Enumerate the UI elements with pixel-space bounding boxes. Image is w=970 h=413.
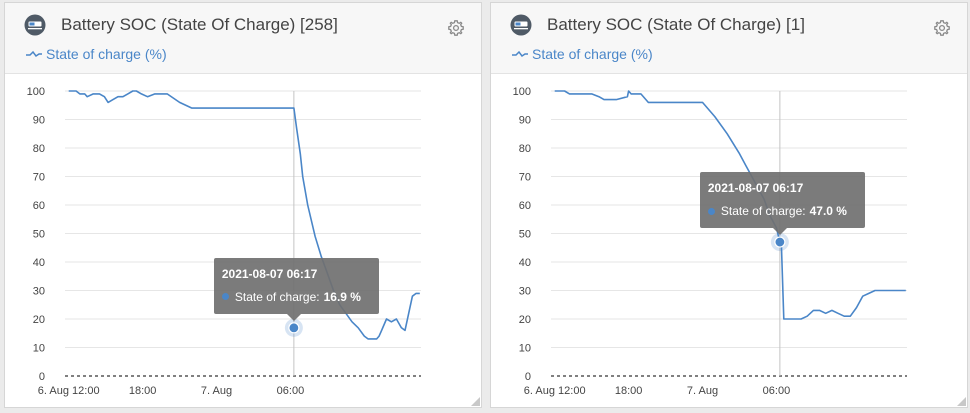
series-line (68, 90, 420, 340)
y-tick-label: 100 (27, 86, 45, 98)
legend-label: State of charge (%) (532, 46, 653, 62)
line-series-icon (26, 50, 42, 58)
y-tick-label: 40 (519, 257, 531, 269)
tooltip-series-label: State of charge: (234, 289, 320, 304)
x-tick-label: 6. Aug 12:00 (38, 385, 100, 397)
y-tick-label: 10 (33, 343, 45, 355)
series-dot-icon (221, 293, 229, 301)
widget-header: Battery SOC (State Of Charge) [1] State … (491, 3, 967, 74)
x-tick-label: 06:00 (277, 385, 305, 397)
widget-title: Battery SOC (State Of Charge) [258] (61, 15, 338, 34)
gear-icon[interactable] (933, 19, 951, 37)
y-tick-label: 40 (33, 257, 45, 269)
x-tick-label: 7. Aug (201, 385, 232, 397)
y-tick-label: 90 (33, 115, 45, 127)
widget-title: Battery SOC (State Of Charge) [1] (547, 15, 805, 34)
tooltip-pointer (772, 228, 787, 236)
gear-icon[interactable] (447, 19, 465, 37)
tooltip-series-row: State of charge: 16.9 % (221, 289, 361, 304)
tooltip-series-row: State of charge: 47.0 % (707, 204, 847, 219)
y-tick-label: 20 (519, 314, 531, 326)
y-tick-label: 70 (519, 172, 531, 184)
y-tick-label: 10 (519, 343, 531, 355)
y-tick-label: 100 (513, 86, 531, 98)
chart-tooltip: 2021-08-07 06:17 State of charge: 16.9 % (213, 257, 379, 321)
battery-monitor-icon (510, 14, 532, 36)
tooltip-pointer (286, 313, 301, 321)
chart-plot-area[interactable]: 0 10 20 30 40 50 60 70 80 90 100 6. Aug 12:00 18:00 7… (5, 75, 481, 407)
y-tick-label: 60 (33, 200, 45, 212)
hover-marker (288, 322, 300, 334)
tooltip-series-label: State of charge: (720, 204, 806, 219)
tooltip-value: 47.0 % (809, 204, 847, 219)
y-tick-label: 0 (525, 371, 531, 383)
y-tick-label: 50 (33, 229, 45, 241)
battery-monitor-icon (24, 14, 46, 36)
legend-item[interactable]: State of charge (%) (25, 44, 167, 64)
y-tick-label: 30 (33, 286, 45, 298)
hover-marker (774, 236, 786, 248)
series-dot-icon (707, 207, 715, 215)
y-tick-label: 20 (33, 314, 45, 326)
y-tick-label: 80 (33, 143, 45, 155)
y-tick-label: 50 (519, 229, 531, 241)
resize-handle[interactable] (471, 397, 480, 406)
resize-handle[interactable] (957, 397, 966, 406)
x-tick-label: 06:00 (763, 385, 791, 397)
x-tick-label: 7. Aug (687, 385, 718, 397)
chart-widget: Battery SOC (State Of Charge) [258] Stat… (4, 2, 482, 408)
legend-label: State of charge (%) (46, 46, 167, 62)
chart-widget: Battery SOC (State Of Charge) [1] State … (490, 2, 968, 408)
x-tick-label: 18:00 (129, 385, 157, 397)
y-tick-label: 30 (519, 286, 531, 298)
legend-item[interactable]: State of charge (%) (511, 44, 653, 64)
tooltip-timestamp: 2021-08-07 06:17 (221, 266, 318, 281)
widget-header: Battery SOC (State Of Charge) [258] Stat… (5, 3, 481, 74)
y-tick-label: 80 (519, 143, 531, 155)
y-tick-label: 70 (33, 172, 45, 184)
x-tick-label: 18:00 (615, 385, 643, 397)
y-tick-label: 90 (519, 115, 531, 127)
y-tick-label: 0 (39, 371, 45, 383)
line-series-icon (512, 50, 528, 58)
chart-tooltip: 2021-08-07 06:17 State of charge: 47.0 % (699, 172, 865, 236)
x-tick-label: 6. Aug 12:00 (524, 385, 586, 397)
tooltip-value: 16.9 % (323, 289, 361, 304)
chart-plot-area[interactable]: 0 10 20 30 40 50 60 70 80 90 100 6. Aug 12:00 18:00 7… (491, 75, 967, 407)
tooltip-timestamp: 2021-08-07 06:17 (707, 181, 804, 196)
y-tick-label: 60 (519, 200, 531, 212)
